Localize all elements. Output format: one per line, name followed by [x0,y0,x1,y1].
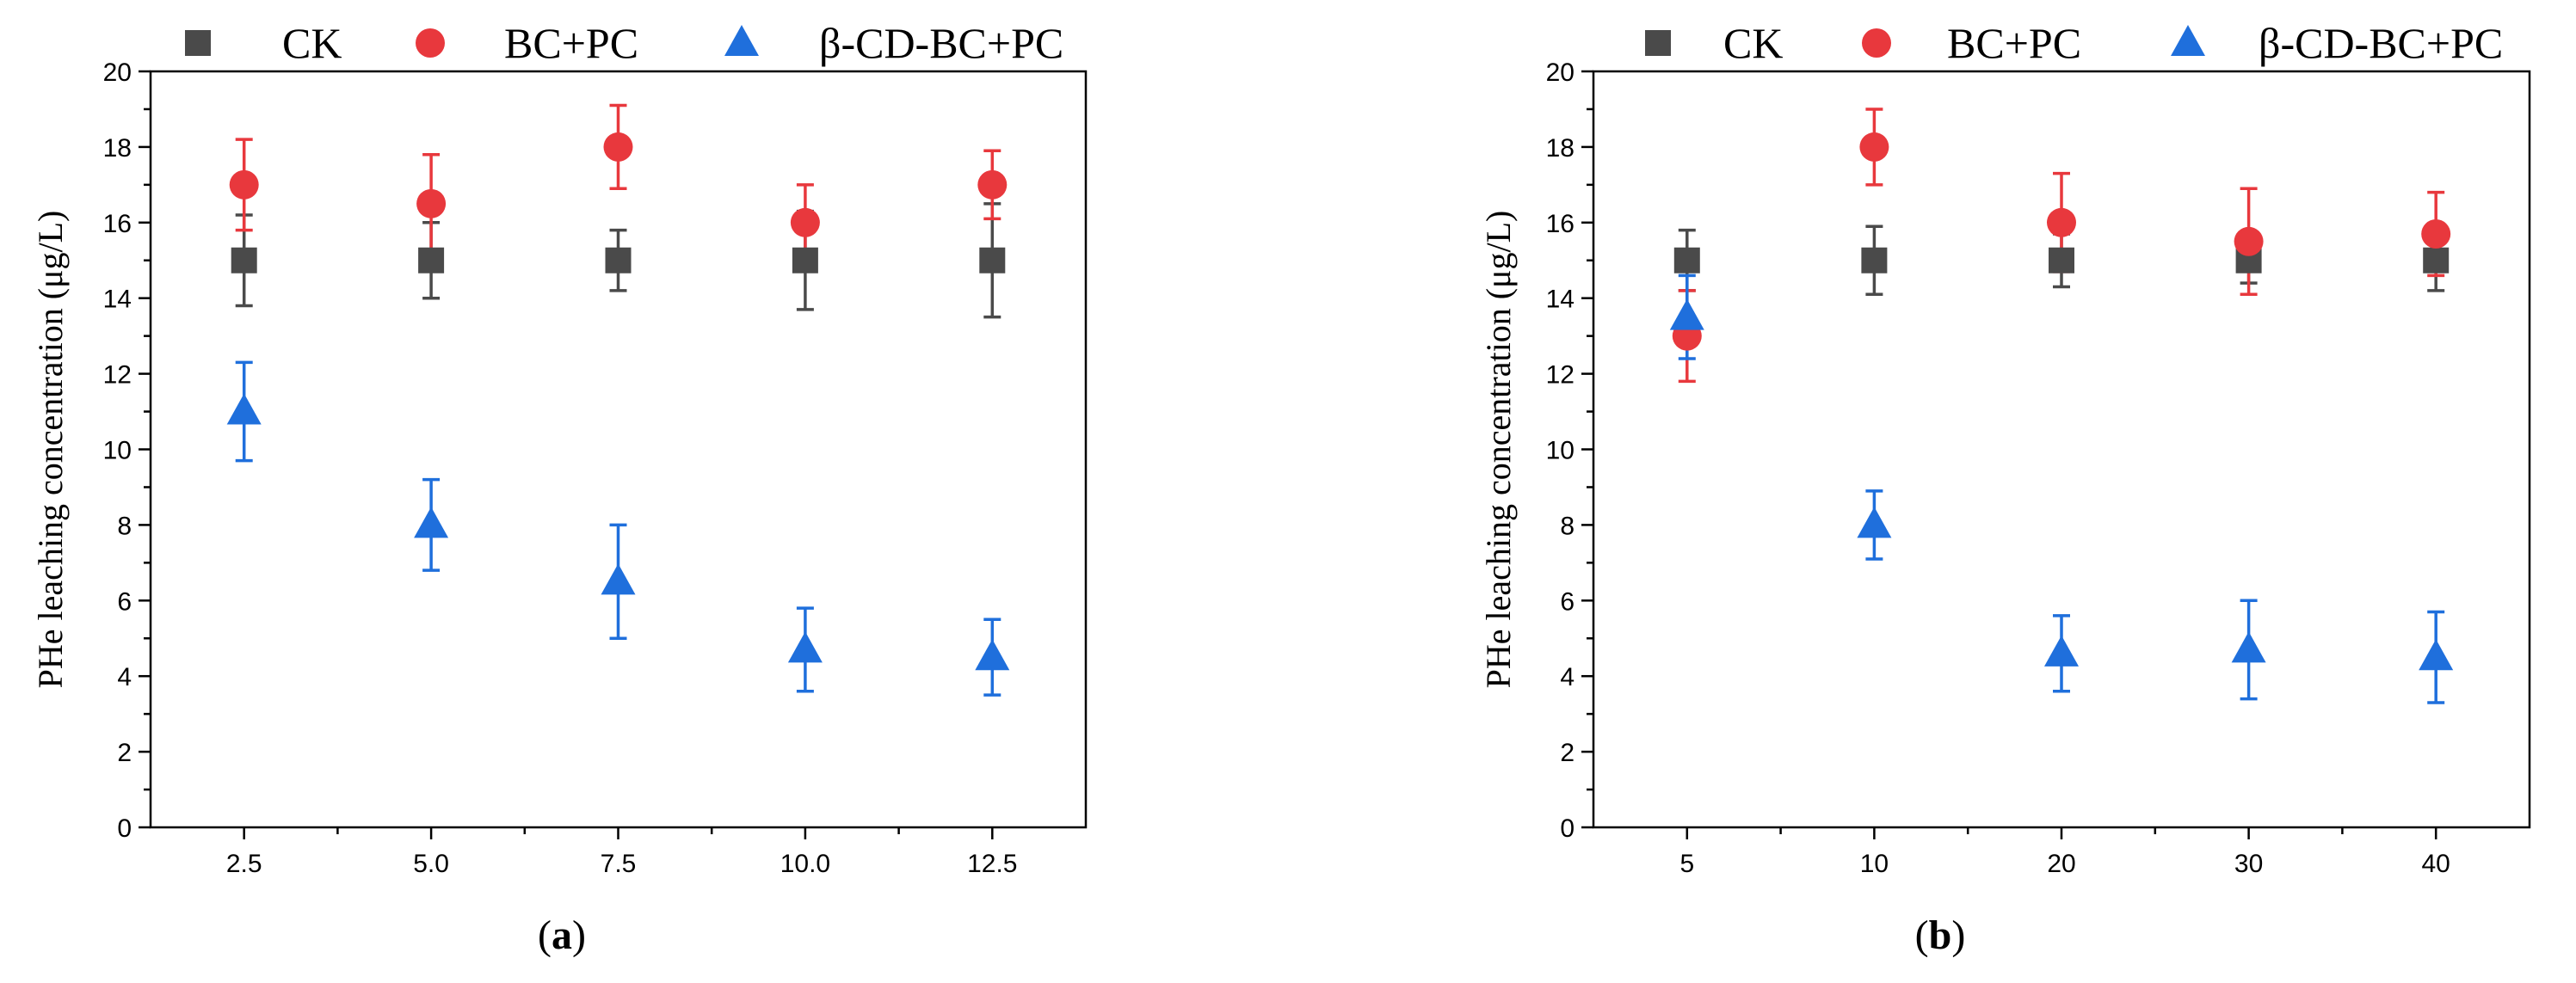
data-point-ck [1861,247,1888,273]
data-point-ck [1673,247,1700,273]
data-point--cd-bc-pc [975,639,1010,671]
panel-label-open-paren: ( [1915,912,1929,958]
y-tick-label: 6 [117,587,132,616]
y-tick-label: 20 [1546,58,1575,87]
legend-label-bc-pc: BC+PC [1947,19,2081,67]
y-tick-label: 4 [1560,663,1575,691]
data-point-bc-pc [416,188,447,218]
data-point-ck [2423,247,2450,273]
x-tick-label: 20 [2047,850,2075,878]
data-point-bc-pc [2047,207,2076,237]
data-point--cd-bc-pc [226,393,262,425]
y-tick-label: 10 [103,437,132,465]
y-tick-label: 12 [1546,361,1575,390]
y-tick-label: 14 [1546,286,1575,314]
legend-label-ck: CK [282,19,342,67]
x-tick-label: 12.5 [967,850,1017,878]
legend-marker-ck [1645,30,1671,56]
y-tick-label: 4 [117,663,132,691]
data-point--cd-bc-pc [1857,507,1892,538]
x-tick-label: 7.5 [601,850,637,878]
legend-label--cd-bc-pc: β-CD-BC+PC [2259,19,2503,67]
data-point-bc-pc [2234,226,2264,256]
panel-a: 0 2 4 6 8 10 12 14 16 18 20 2.5 5.0 7.5 10.0 12.5 PHe le… [31,19,1088,958]
x-tick-label: 5 [1679,850,1694,878]
x-tick-label: 10.0 [780,850,830,878]
data-point--cd-bc-pc [2231,631,2266,663]
data-point--cd-bc-pc [414,507,449,538]
y-tick-label: 8 [117,512,132,540]
y-tick-label: 0 [117,814,132,843]
x-tick-label: 40 [2422,850,2450,878]
data-point-bc-pc [977,169,1008,200]
y-axis-label: PHe leaching concentration (μg/L) [1479,211,1518,689]
x-tick-label: 10 [1860,850,1889,878]
y-tick-label: 0 [1560,814,1575,843]
legend-label--cd-bc-pc: β-CD-BC+PC [819,19,1063,67]
y-tick-label: 16 [103,210,132,238]
y-tick-label: 16 [1546,210,1575,238]
data-point-bc-pc [790,207,820,237]
data-point--cd-bc-pc [601,563,636,595]
data-point--cd-bc-pc [2419,639,2454,671]
panel-label-open-paren: ( [538,912,552,958]
y-tick-label: 6 [1560,587,1575,616]
x-tick-label: 2.5 [226,850,262,878]
data-point--cd-bc-pc [787,631,823,663]
y-axis-label: PHe leaching concentration (μg/L) [31,211,70,689]
legend-marker-bc-pc [416,28,445,58]
panel-label: (a) [538,912,586,958]
legend-label-ck: CK [1723,19,1783,67]
y-tick-label: 20 [103,58,132,87]
x-tick-label: 5.0 [413,850,449,878]
panel-b: 0 2 4 6 8 10 12 14 16 18 20 5 10 20 30 40 PHe leaching c… [1479,19,2531,958]
y-tick-label: 18 [103,134,132,163]
data-point-bc-pc [603,132,633,162]
data-point-bc-pc [1859,132,1889,162]
legend-marker--cd-bc-pc [2171,25,2205,56]
data-point-bc-pc [229,169,259,200]
data-point-bc-pc [2421,218,2451,249]
panel-label-close-paren: ) [1951,912,1965,958]
panel-label-letter: b [1929,912,1952,958]
data-point-ck [2049,247,2074,273]
data-point--cd-bc-pc [2044,635,2079,667]
data-point--cd-bc-pc [1669,298,1704,330]
y-tick-label: 10 [1546,437,1575,465]
legend-marker--cd-bc-pc [724,25,759,56]
legend-label-bc-pc: BC+PC [504,19,638,67]
y-tick-label: 2 [1560,739,1575,767]
legend-marker-ck [185,30,211,56]
panel-label: (b) [1915,912,1966,958]
data-point-ck [979,247,1006,273]
x-tick-label: 30 [2234,850,2263,878]
data-point-ck [418,247,445,273]
panel-label-close-paren: ) [572,912,586,958]
data-point-ck [605,247,632,273]
panel-label-letter: a [552,912,572,958]
legend-marker-bc-pc [1862,28,1891,58]
y-tick-label: 18 [1546,134,1575,163]
y-tick-label: 14 [103,286,132,314]
y-tick-label: 8 [1560,512,1575,540]
data-point-ck [231,247,257,273]
y-tick-label: 12 [103,361,132,390]
data-point-ck [792,247,818,273]
y-tick-label: 2 [117,739,132,767]
